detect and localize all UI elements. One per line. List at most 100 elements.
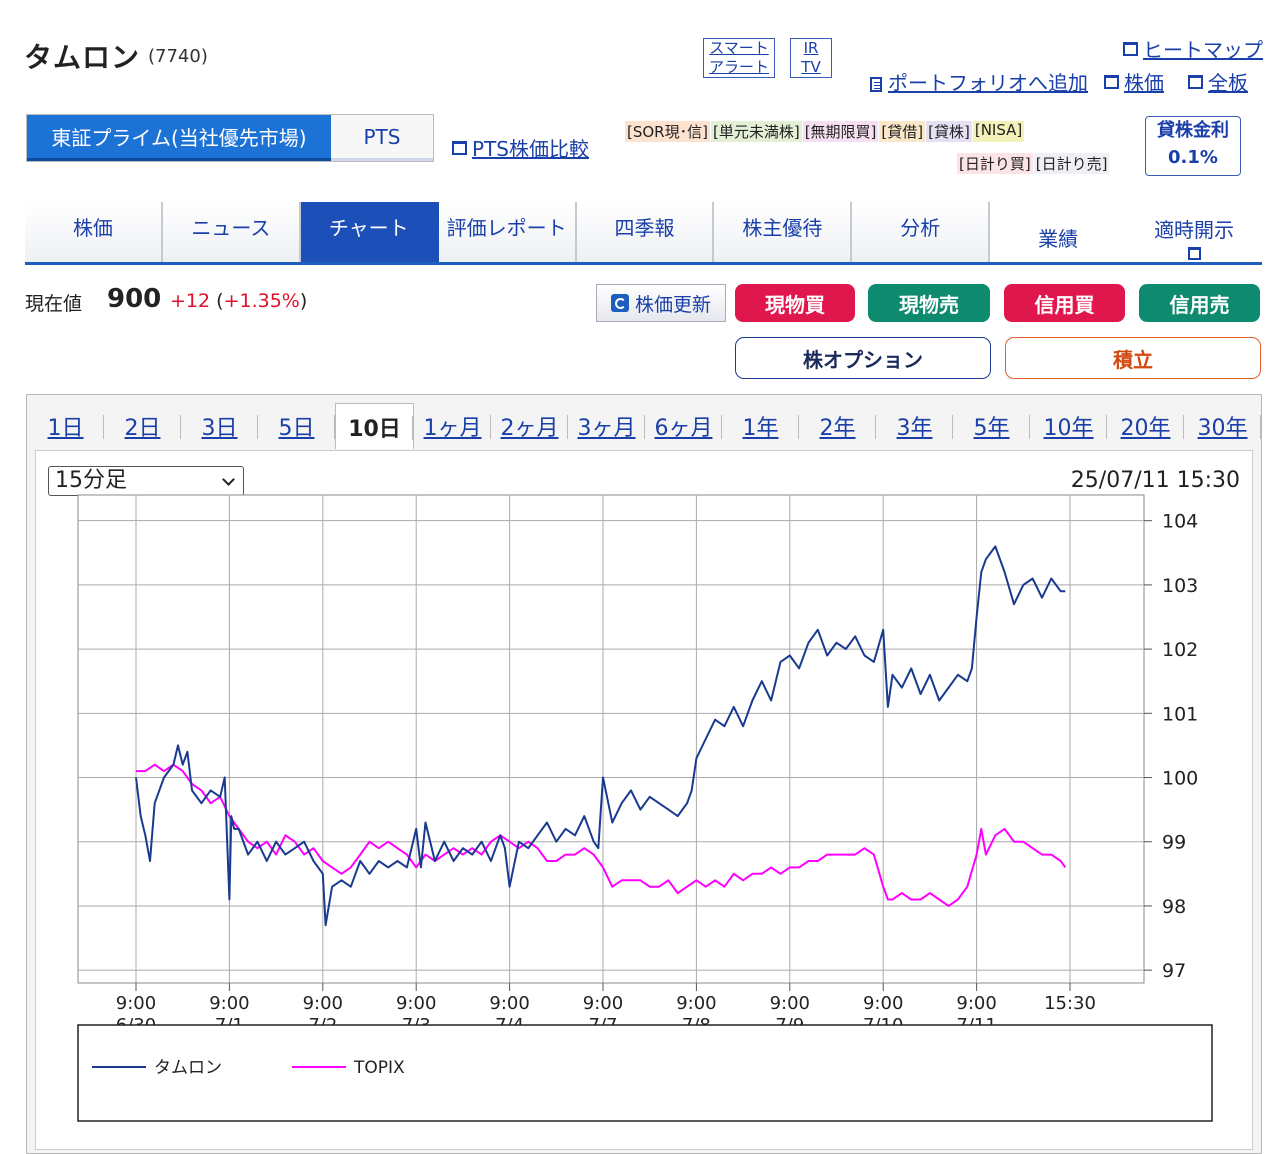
y-tick-label: 99 — [1162, 832, 1186, 854]
x-tick-label-time: 9:00 — [209, 993, 249, 1014]
current-price-label: 現在値 — [25, 293, 83, 315]
portfolio-label: ポートフォリオへ追加 — [888, 71, 1088, 95]
ir-tv-button[interactable]: IR TV — [790, 38, 832, 78]
attribute-tag-0: [SOR現･信] — [625, 121, 710, 142]
heatmap-link[interactable]: ヒートマップ — [1123, 34, 1263, 63]
tab-shareholder-benefits[interactable]: 株主優待 — [714, 202, 853, 262]
x-tick-label-time: 9:00 — [956, 993, 996, 1014]
period-tab[interactable]: 1日 — [27, 403, 104, 449]
smart-alert-button[interactable]: スマート アラート — [703, 38, 775, 78]
spot-sell-button[interactable]: 現物売 — [868, 284, 990, 322]
y-tick-label: 101 — [1162, 703, 1198, 725]
chart-panel: 1日 2日 3日 5日 10日 1ヶ月 2ヶ月 3ヶ月 6ヶ月 1年 2年 3年 5年 10年 20年 30年… — [26, 394, 1262, 1154]
x-tick-label-time: 9:00 — [489, 993, 529, 1014]
attribute-tag-5: [NISA] — [972, 121, 1025, 142]
period-tab[interactable]: 6ヶ月 — [645, 403, 722, 449]
period-tab[interactable]: 3年 — [876, 403, 953, 449]
y-tick-label: 100 — [1162, 768, 1198, 790]
chart-area: 15分足 25/07/11 15:30 97 98 99 100 101 102 103 10… — [35, 450, 1253, 1150]
x-tick-label-time: 9:00 — [583, 993, 623, 1014]
price-chart: 9798991001011021031049:006/309:007/19:00… — [77, 494, 1213, 1122]
heatmap-label: ヒートマップ — [1143, 38, 1263, 62]
period-tab[interactable]: 1年 — [722, 403, 799, 449]
day-trade-tag-1: [日計り売] — [1033, 153, 1110, 174]
x-tick-label-time: 9:00 — [116, 993, 156, 1014]
window-icon — [452, 141, 467, 155]
attribute-tags-row1: [SOR現･信] [単元未満株] [無期限買] [貸借] [貸株] [NISA] — [625, 121, 1025, 142]
accumulate-button[interactable]: 積立 — [1005, 337, 1261, 379]
pts-compare-link[interactable]: PTS株価比較 — [452, 133, 589, 162]
y-tick-label: 103 — [1162, 575, 1198, 597]
x-tick-label-time: 9:00 — [676, 993, 716, 1014]
price-change-amount: +12 — [170, 290, 211, 312]
period-tab[interactable]: 5年 — [953, 403, 1030, 449]
stock-option-button[interactable]: 株オプション — [735, 337, 991, 379]
stock-code: (7740) — [148, 46, 208, 67]
lending-rate-value: 0.1% — [1168, 147, 1218, 168]
tab-stock-price[interactable]: 株価 — [25, 202, 163, 262]
attribute-tag-1: [単元未満株] — [710, 121, 802, 142]
legend-label: タムロン — [154, 1058, 222, 1078]
stock-price-link[interactable]: 株価 — [1104, 67, 1164, 96]
period-tab[interactable]: 2年 — [799, 403, 876, 449]
attribute-tag-4: [貸株] — [926, 121, 972, 142]
market-primary-tab[interactable]: 東証プライム(当社優先市場) — [27, 115, 331, 161]
smart-alert-line1: スマート — [709, 39, 769, 57]
margin-sell-button[interactable]: 信用売 — [1139, 284, 1260, 322]
tab-chart[interactable]: チャート — [300, 202, 439, 262]
period-tab[interactable]: 2ヶ月 — [491, 403, 568, 449]
x-tick-label-time: 15:30 — [1044, 993, 1096, 1014]
stock-price-label: 株価 — [1124, 71, 1164, 95]
tab-rating-report[interactable]: 評価レポート — [438, 202, 577, 262]
lending-rate-box[interactable]: 貸株金利 0.1% — [1145, 116, 1241, 176]
tab-earnings[interactable]: 業績 — [990, 202, 1127, 262]
full-board-label: 全板 — [1208, 71, 1248, 95]
period-tab[interactable]: 2日 — [104, 403, 181, 449]
period-tab[interactable]: 1ヶ月 — [414, 403, 491, 449]
period-tab[interactable]: 30年 — [1184, 403, 1261, 449]
day-trade-tag-0: [日計り買] — [957, 153, 1033, 174]
interval-select[interactable]: 15分足 — [48, 466, 244, 496]
legend-label: TOPIX — [353, 1058, 405, 1078]
legend-box — [77, 1024, 1213, 1122]
full-board-link[interactable]: 全板 — [1188, 67, 1248, 96]
window-icon — [1104, 75, 1119, 89]
y-tick-label: 104 — [1162, 511, 1198, 533]
document-icon — [870, 77, 882, 92]
price-change-pct-inner: +1.35% — [223, 290, 300, 312]
ir-tv-line1: IR — [803, 39, 819, 57]
x-tick-label-time: 9:00 — [863, 993, 903, 1014]
x-tick-label-time: 9:00 — [303, 993, 343, 1014]
period-tab[interactable]: 10日 — [335, 403, 414, 449]
tab-disclosure[interactable]: 適時開示 — [1126, 202, 1263, 262]
margin-buy-button[interactable]: 信用買 — [1004, 284, 1125, 322]
tab-news[interactable]: ニュース — [162, 202, 301, 262]
tab-shikiho[interactable]: 四季報 — [576, 202, 715, 262]
window-icon — [1123, 42, 1138, 56]
main-tabs: 株価 ニュース チャート 評価レポート 四季報 株主優待 分析 業績 適時開示 — [25, 202, 1263, 265]
plot-frame — [77, 494, 1145, 984]
ir-tv-line2: TV — [801, 58, 821, 76]
period-tab[interactable]: 20年 — [1107, 403, 1184, 449]
refresh-price-button[interactable]: 株価更新 — [596, 284, 726, 322]
portfolio-link[interactable]: ポートフォリオへ追加 — [870, 67, 1088, 96]
lending-rate-label: 貸株金利 — [1157, 120, 1229, 141]
period-tab[interactable]: 5日 — [258, 403, 335, 449]
stock-name: タムロン — [24, 41, 141, 74]
pts-compare-label: PTS株価比較 — [472, 137, 589, 161]
attribute-tag-3: [貸借] — [879, 121, 926, 142]
tab-analysis[interactable]: 分析 — [852, 202, 991, 262]
spot-buy-button[interactable]: 現物買 — [735, 284, 855, 322]
external-link-icon — [1187, 247, 1201, 260]
period-tab[interactable]: 3日 — [181, 403, 258, 449]
window-icon — [1188, 75, 1203, 89]
refresh-icon — [610, 294, 629, 312]
period-tab[interactable]: 10年 — [1030, 403, 1107, 449]
x-tick-label-time: 9:00 — [396, 993, 436, 1014]
x-tick-label-time: 9:00 — [770, 993, 810, 1014]
attribute-tags-row2: [日計り買] [日計り売] — [957, 153, 1110, 174]
period-tab[interactable]: 3ヶ月 — [568, 403, 645, 449]
market-pts-tab[interactable]: PTS — [331, 115, 433, 161]
chevron-down-icon — [222, 473, 235, 486]
current-price-value: 900 — [107, 284, 162, 314]
